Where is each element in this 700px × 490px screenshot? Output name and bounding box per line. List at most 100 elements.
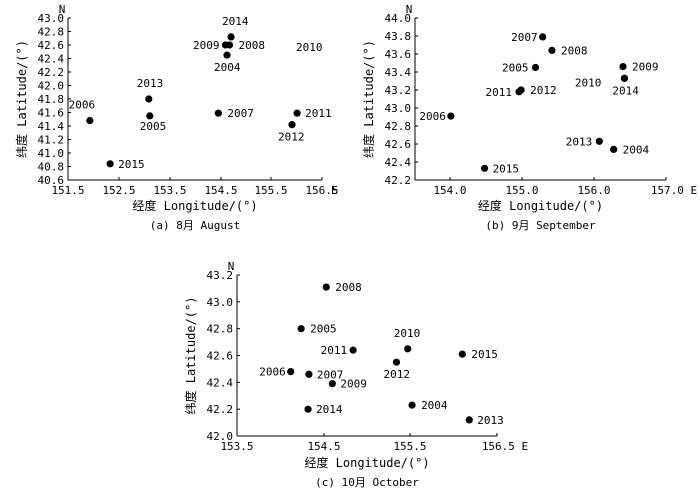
panel-a-point-2013 (145, 95, 153, 103)
panel-c-point-2005 (297, 325, 305, 333)
panel-b-point-2014 (620, 74, 629, 82)
panel-a-x-tick-label: 153.5 (153, 184, 186, 197)
panel-b-point-label-2011: 2011 (485, 86, 512, 99)
panel-a-x-tick-label: 154.5 (204, 184, 237, 197)
panel-b-point-label-2015: 2015 (493, 162, 520, 175)
panel-a-x-tick-label: 155.5 (254, 184, 287, 197)
panel-b-point-2008 (548, 46, 556, 55)
panel-a-point-label-2007: 2007 (227, 107, 254, 120)
panel-a-point-label-2004: 2004 (214, 61, 241, 74)
panel-a-point-label-2013: 2013 (137, 77, 164, 90)
panel-a-point-label-2012: 2012 (278, 131, 305, 144)
panel-a-point-2007 (214, 109, 222, 117)
panel-a-y-tick-label: 41.8 (38, 93, 65, 106)
panel-a-point-label-2008: 2008 (239, 39, 266, 52)
panel-a-y-tick-label: 42.8 (38, 26, 65, 39)
panel-b-point-label-2009: 2009 (632, 61, 659, 74)
panel-c-point-2010 (404, 345, 412, 353)
panel-a-y-tick-label: 43.0 (38, 12, 65, 25)
panel-a-y-tick-label: 41.0 (38, 147, 65, 160)
panel-a-point-2004 (223, 51, 231, 59)
panel-c-point-2007 (305, 370, 313, 378)
panel-a-y-tick-label: 40.6 (38, 174, 65, 187)
panel-a-point-2014 (227, 33, 235, 41)
panel-c-point-2014 (304, 405, 312, 413)
panel-b-point-2015 (480, 164, 489, 172)
panel-b-x-tick-label: 157.0 E (651, 184, 697, 197)
panel-c-point-label-2006: 2006 (259, 366, 286, 379)
panel-b-x-tick-label: 156.0 (577, 184, 610, 197)
panel-b-y-axis-title: 纬度 Latitude/(°) (361, 40, 376, 158)
panel-b-point-label-2014: 2014 (612, 84, 639, 97)
panel-a-point-label-2011: 2011 (305, 107, 332, 120)
panel-c-point-2013 (465, 416, 473, 424)
panel-c-point-2006 (287, 368, 295, 376)
panel-b-point-label-2010: 2010 (575, 76, 602, 89)
panel-c-y-tick-label: 42.4 (207, 376, 234, 389)
panel-a-y-unit-label: N (59, 3, 66, 16)
panel-c-point-label-2008: 2008 (335, 281, 362, 294)
panel-b-y-tick-label: 43.2 (385, 84, 412, 97)
panel-a-x-axis-title: 经度 Longitude/(°) (132, 198, 257, 213)
panel-b-x-axis-title: 经度 Longitude/(°) (478, 198, 603, 213)
panel-b-point-label-2008: 2008 (561, 44, 588, 57)
panel-b-point-label-2013: 2013 (566, 135, 593, 148)
panel-a-y-tick-label: 41.2 (38, 134, 65, 147)
panel-a-y-tick-label: 41.4 (38, 120, 65, 133)
panel-c-point-2015 (458, 350, 466, 358)
panel-a-x-tick-label: 151.5 (51, 184, 84, 197)
panel-b-y-tick-label: 43.4 (385, 66, 412, 79)
panel-a-y-tick-label: 42.2 (38, 66, 65, 79)
panel-c-point-2011 (349, 346, 357, 354)
panel-c-x-tick-label: 156.5 E (482, 440, 528, 453)
panel-a-y-axis-title: 纬度 Latitude/(°) (14, 40, 29, 158)
panel-c-point-label-2011: 2011 (321, 344, 348, 357)
panel-b-point-2012 (517, 86, 525, 94)
panel-b-x-tick-label: 155.0 (505, 184, 538, 197)
panel-b-y-tick-label: 42.2 (385, 174, 412, 187)
panel-b-point-label-2006: 2006 (419, 110, 446, 123)
panel-b-point-2013 (595, 137, 603, 145)
panel-b-x-tick-label: 154.0 (433, 184, 466, 197)
panel-b-y-tick-label: 43.0 (385, 102, 412, 115)
panel-a-x-unit-label: E (331, 184, 338, 197)
panel-a-y-tick-label: 41.6 (38, 107, 65, 120)
panel-c-caption: (c) 10月 October (315, 476, 419, 489)
panel-a-point-label-2015: 2015 (118, 158, 145, 171)
panel-c-point-label-2004: 2004 (421, 399, 448, 412)
panel-a-point-2006 (86, 117, 94, 125)
panel-c-point-label-2013: 2013 (477, 414, 504, 427)
panel-b-point-2007 (539, 33, 547, 41)
panel-c-x-tick-label: 153.5 (220, 440, 253, 453)
panel-a-point-2012 (288, 121, 296, 129)
panel-a-point-label-2006: 2006 (69, 99, 96, 112)
panel-c-x-tick-label: 154.5 (307, 440, 340, 453)
panel-b-point-2009 (619, 63, 627, 71)
panel-a-y-tick-label: 40.8 (38, 161, 65, 174)
panel-b-point-label-2012: 2012 (530, 84, 557, 97)
panel-a-y-tick-label: 42.4 (38, 53, 65, 66)
panel-c-point-label-2005: 2005 (310, 323, 337, 336)
panel-b-point-label-2007: 2007 (511, 31, 538, 44)
panel-b-y-tick-label: 44.0 (385, 12, 412, 25)
panel-c-point-label-2014: 2014 (316, 403, 343, 416)
panel-c-y-tick-label: 42.6 (207, 350, 234, 363)
panel-a-point-2005 (146, 112, 154, 120)
panel-b-y-tick-label: 43.8 (385, 30, 412, 43)
panel-c-y-axis-title: 纬度 Latitude/(°) (183, 297, 198, 415)
panel-b-caption: (b) 9月 September (485, 219, 596, 232)
panel-c-point-2008 (322, 283, 330, 291)
panel-c-point-label-2015: 2015 (471, 348, 498, 361)
panel-a-x-tick-label: 156.5 (305, 184, 338, 197)
panel-c-y-tick-label: 42.2 (207, 403, 234, 416)
panel-b-point-2006 (447, 112, 455, 120)
panel-a-point-2008 (225, 41, 234, 49)
panel-b-y-tick-label: 42.6 (385, 138, 412, 151)
panel-a-point-label-2010: 2010 (296, 41, 323, 54)
panel-a-y-tick-label: 42.0 (38, 80, 65, 93)
panel-a-caption: (a) 8月 August (150, 219, 240, 232)
panel-c-y-tick-label: 42.0 (207, 430, 234, 443)
panel-c-point-2009 (328, 380, 336, 388)
panel-c-point-label-2007: 2007 (317, 368, 344, 381)
